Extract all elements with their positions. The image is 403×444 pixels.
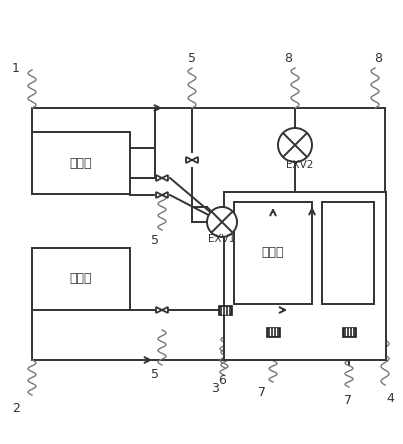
Circle shape	[207, 207, 237, 237]
Bar	[234, 202, 312, 304]
Circle shape	[278, 128, 312, 162]
Text: 2: 2	[12, 401, 20, 415]
Text: EXV1: EXV1	[208, 234, 236, 244]
Bar	[322, 202, 374, 304]
Text: 4: 4	[386, 392, 394, 404]
Text: 5: 5	[151, 234, 159, 246]
Text: 8: 8	[374, 52, 382, 64]
Text: 3: 3	[211, 381, 219, 395]
Text: 7: 7	[258, 386, 266, 400]
Text: 6: 6	[218, 373, 226, 386]
Text: 7: 7	[344, 393, 352, 407]
Bar	[32, 248, 130, 310]
Text: 冷凝器: 冷凝器	[70, 273, 92, 285]
Bar	[266, 328, 280, 337]
Bar	[218, 305, 231, 314]
Text: 蒸发器: 蒸发器	[70, 156, 92, 170]
Bar	[32, 132, 130, 194]
Text: 8: 8	[284, 52, 292, 64]
Bar	[224, 192, 386, 360]
Text: EXV2: EXV2	[286, 160, 314, 170]
Text: 5: 5	[151, 369, 159, 381]
Bar	[343, 328, 355, 337]
Text: 5: 5	[188, 52, 196, 64]
Text: 散热板: 散热板	[262, 246, 284, 259]
Text: 1: 1	[12, 62, 20, 75]
